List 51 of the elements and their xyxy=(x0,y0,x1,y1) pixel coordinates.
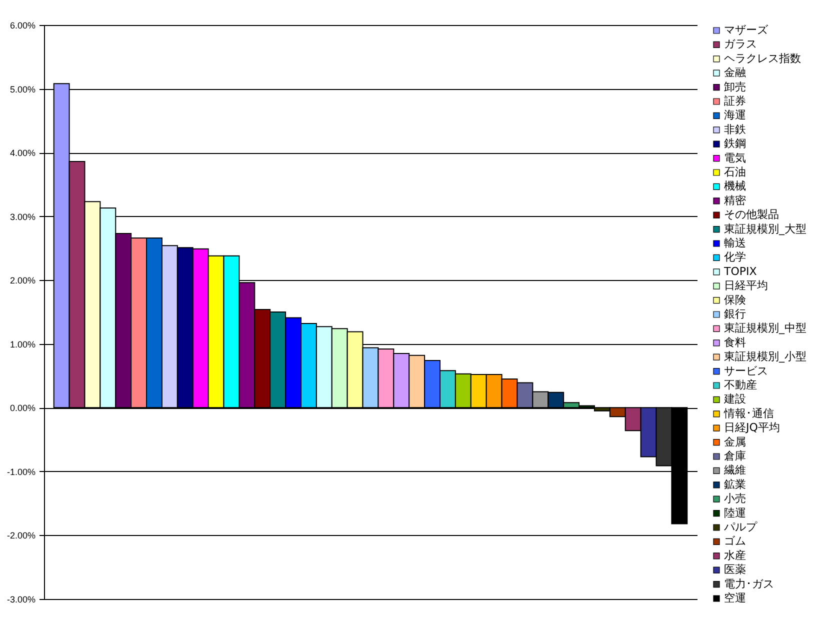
legend-label: ゴム xyxy=(724,534,746,548)
legend-label: 倉庫 xyxy=(724,450,746,462)
legend-label: 東証規模別_中型 xyxy=(724,322,806,335)
legend-label: 日経平均 xyxy=(724,279,768,292)
y-tick-label: -1.00% xyxy=(6,466,36,477)
legend-label: 医薬 xyxy=(724,563,746,576)
legend-label: ヘラクレス指数 xyxy=(724,52,801,65)
legend-label: 陸運 xyxy=(724,506,746,520)
y-tick-label: -2.00% xyxy=(6,530,36,541)
legend-label: 精密 xyxy=(724,194,746,207)
legend-label: 空運 xyxy=(724,592,746,604)
legend-label: 化学 xyxy=(724,250,746,264)
y-tick-label: 6.00% xyxy=(10,20,36,30)
legend-label: 繊維 xyxy=(723,464,746,477)
legend-label: 東証規模別_大型 xyxy=(724,222,806,236)
legend-label: 電力･ガス xyxy=(724,577,774,590)
y-tick-label: 2.00% xyxy=(10,276,36,286)
y-tick-label: -3.00% xyxy=(6,594,36,604)
legend-label: パルプ xyxy=(723,520,758,534)
legend-label: 金融 xyxy=(724,66,746,80)
y-tick-label: 5.00% xyxy=(10,84,36,94)
legend-label: TOPIX xyxy=(723,264,758,278)
legend-label: 不動産 xyxy=(724,378,757,392)
legend-label: 鉄鋼 xyxy=(724,137,746,150)
legend-label: 東証規模別_小型 xyxy=(724,350,806,364)
y-tick-label: 4.00% xyxy=(10,148,36,158)
legend-label: 卸売 xyxy=(724,80,746,94)
y-tick-label: 0.00% xyxy=(10,403,36,414)
legend-label: マザーズ xyxy=(724,24,769,36)
legend-label: 石油 xyxy=(724,166,746,178)
legend-label: 水産 xyxy=(724,548,746,562)
legend-label: サービス xyxy=(724,364,768,378)
legend-label: 電気 xyxy=(724,151,746,164)
legend-label: 情報･通信 xyxy=(723,406,774,420)
legend-label: 日経JQ平均 xyxy=(724,421,780,434)
legend-label: 食料 xyxy=(724,336,746,349)
legend-label: その他製品 xyxy=(724,208,779,222)
legend-label: 証券 xyxy=(724,94,746,108)
legend-label: 鉱業 xyxy=(724,478,746,491)
y-tick-label: 1.00% xyxy=(10,339,36,350)
legend-label: 海運 xyxy=(724,108,746,122)
legend-label: ガラス xyxy=(724,38,757,51)
legend-label: 輸送 xyxy=(724,236,746,250)
legend-label: 機械 xyxy=(724,180,746,193)
legend-label: 建設 xyxy=(723,392,746,406)
legend-label: 金属 xyxy=(724,435,746,448)
legend-label: 銀行 xyxy=(724,308,746,320)
y-tick-label: 3.00% xyxy=(10,212,36,222)
legend-label: 小売 xyxy=(724,492,746,506)
legend-label: 保険 xyxy=(724,293,746,306)
legend-label: 非鉄 xyxy=(724,122,746,136)
